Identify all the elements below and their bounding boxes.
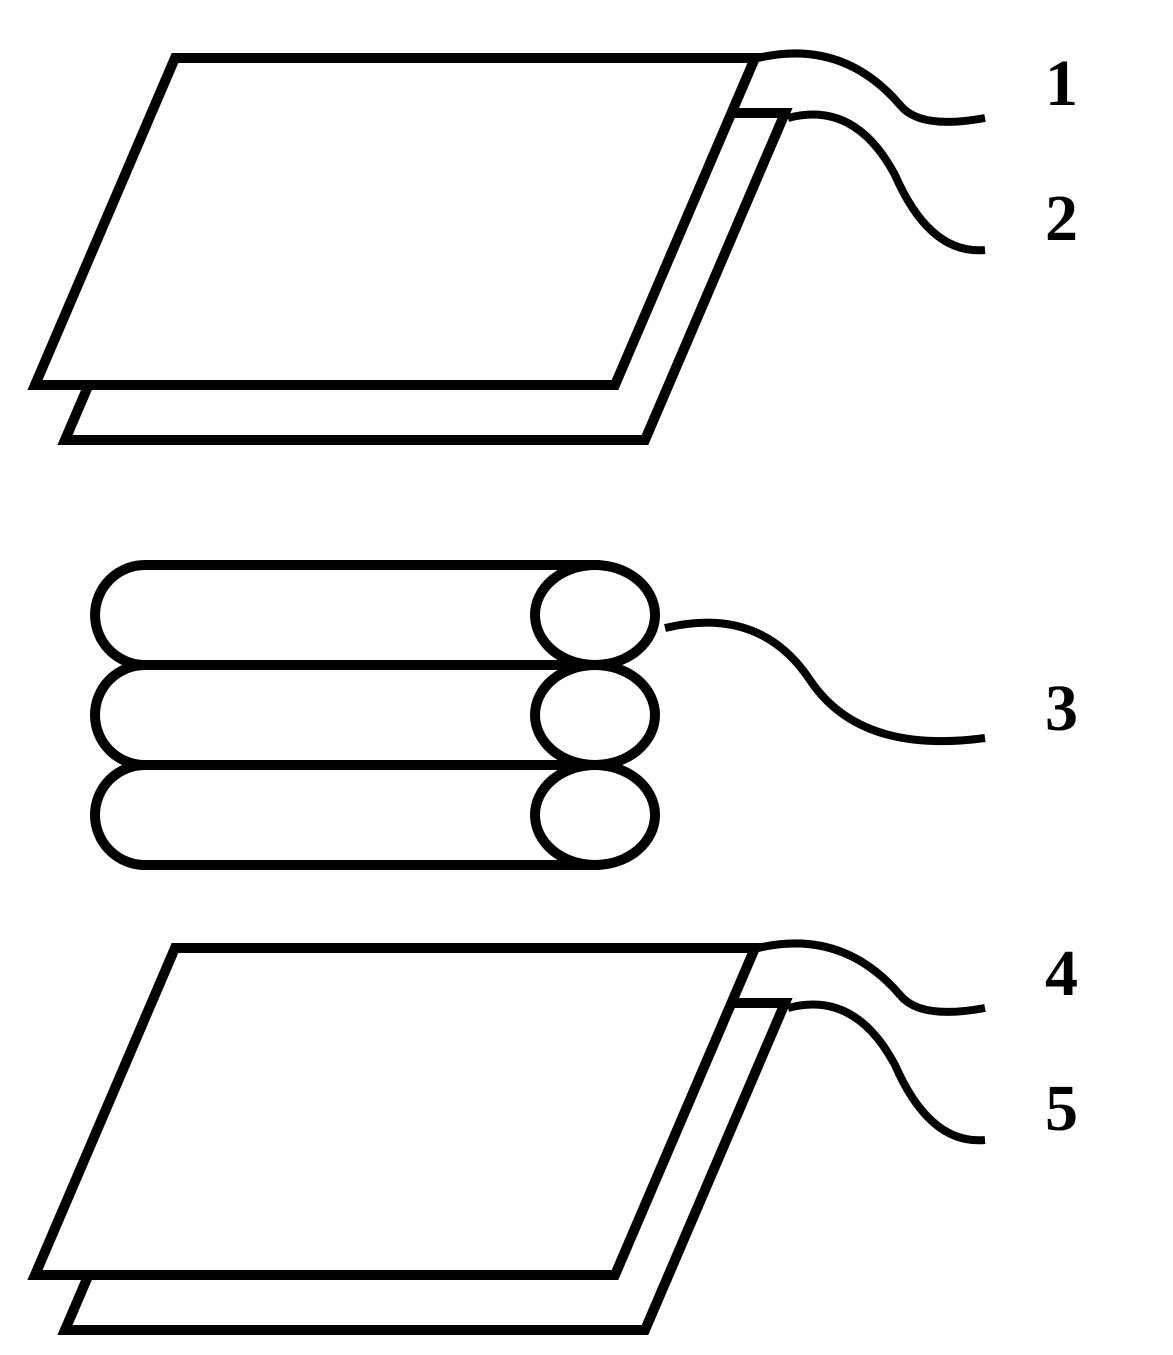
callout-line-2 bbox=[788, 115, 985, 251]
label-1: 1 bbox=[1045, 47, 1078, 120]
tube-2-end bbox=[535, 665, 655, 765]
exploded-layer-diagram: 1 2 3 4 5 bbox=[0, 0, 1173, 1355]
label-2: 2 bbox=[1045, 182, 1078, 255]
label-3: 3 bbox=[1045, 672, 1078, 745]
tube-2 bbox=[95, 665, 595, 765]
callout-line-3 bbox=[665, 623, 985, 742]
tube-1-end bbox=[535, 565, 655, 665]
tube-3 bbox=[95, 765, 595, 865]
bottom-layer-group bbox=[35, 948, 785, 1330]
tube-1 bbox=[95, 565, 595, 665]
top-layer-group bbox=[35, 58, 785, 440]
tube-3-end bbox=[535, 765, 655, 865]
tube-stack bbox=[95, 565, 655, 865]
label-4: 4 bbox=[1045, 937, 1078, 1010]
callout-line-5 bbox=[788, 1005, 985, 1141]
label-5: 5 bbox=[1045, 1072, 1078, 1145]
callout-labels: 1 2 3 4 5 bbox=[1045, 47, 1078, 1145]
